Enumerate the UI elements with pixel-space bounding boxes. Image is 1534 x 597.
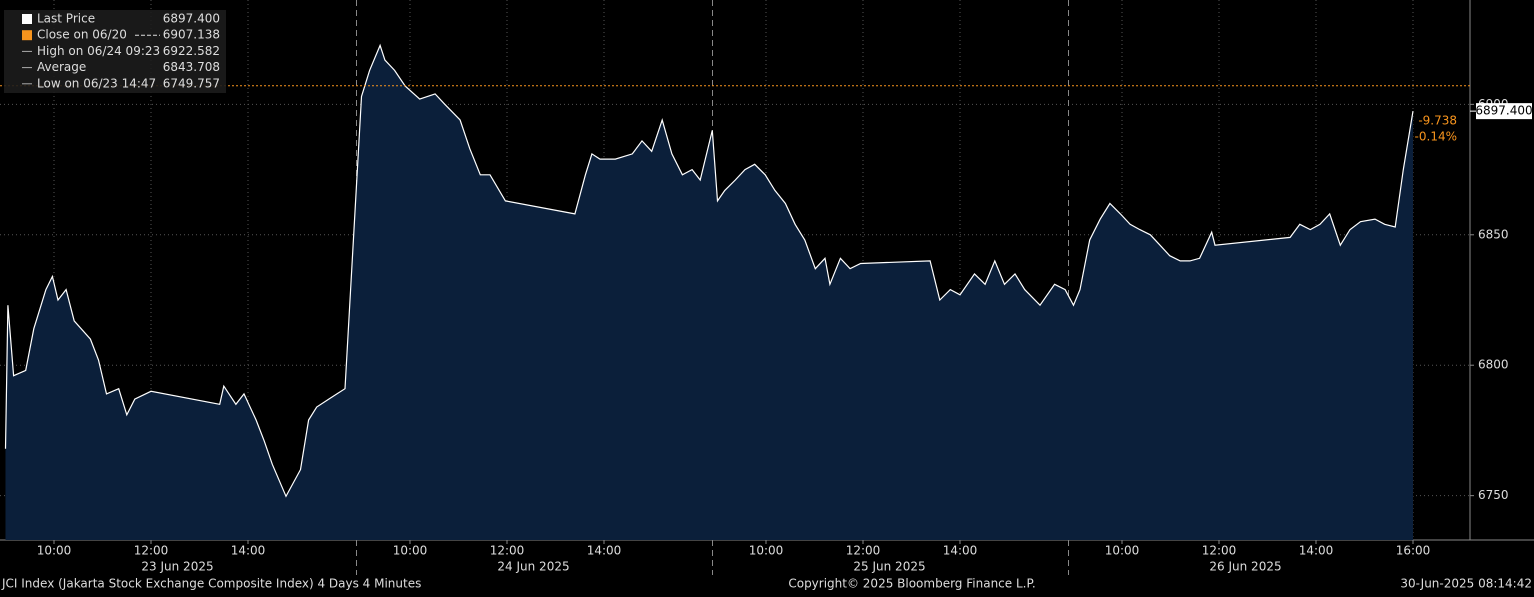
legend-value: 6843.708 (163, 60, 220, 74)
legend-label: High on 06/24 09:23 (37, 44, 160, 58)
x-tick-label: 12:00 (134, 544, 169, 558)
y-tick-label: 6750 (1478, 488, 1509, 502)
footer-right: 30-Jun-2025 08:14:42 (1400, 577, 1532, 591)
x-tick-label: 14:00 (1299, 544, 1334, 558)
legend-label: Low on 06/23 14:47 (37, 76, 156, 90)
legend-label: Average (37, 60, 86, 74)
legend-label: Close on 06/20 (37, 28, 127, 42)
area (5, 45, 1413, 541)
y-tick-label: 6800 (1478, 358, 1509, 372)
footer-center: Copyright© 2025 Bloomberg Finance L.P. (788, 577, 1035, 591)
x-tick-label: 12:00 (1202, 544, 1237, 558)
change-label: -0.14% (1415, 130, 1457, 144)
legend-swatch (22, 30, 32, 41)
day-label: 23 Jun 2025 (141, 560, 213, 574)
x-tick-label: 16:00 (1396, 544, 1431, 558)
legend-value: 6922.582 (163, 44, 220, 58)
x-tick-label: 10:00 (1105, 544, 1140, 558)
line (4, 43, 1414, 498)
x-tick-label: 14:00 (587, 544, 622, 558)
x-tick-label: 10:00 (749, 544, 784, 558)
y-tick-label: 6850 (1478, 227, 1509, 241)
x-tick-label: 10:00 (393, 544, 428, 558)
legend-value: 6749.757 (163, 76, 220, 90)
x-tick-label: 14:00 (943, 544, 978, 558)
x-tick-label: 10:00 (37, 544, 72, 558)
day-label: 25 Jun 2025 (853, 560, 925, 574)
x-tick-label: 14:00 (231, 544, 266, 558)
day-label: 24 Jun 2025 (497, 560, 569, 574)
legend-value: 6897.400 (163, 12, 220, 26)
x-tick-label: 12:00 (846, 544, 881, 558)
footer-left: JCI Index (Jakarta Stock Exchange Compos… (1, 577, 421, 591)
last-price-label: 6897.400 (1475, 104, 1532, 118)
day-label: 26 Jun 2025 (1209, 560, 1281, 574)
change-label: -9.738 (1418, 114, 1457, 128)
last-price-box (1476, 103, 1532, 120)
legend-label: Last Price (37, 12, 95, 26)
legend-value: 6907.138 (163, 28, 220, 42)
x-tick-label: 12:00 (490, 544, 525, 558)
legend-swatch (22, 14, 32, 24)
legend-box (4, 10, 226, 93)
